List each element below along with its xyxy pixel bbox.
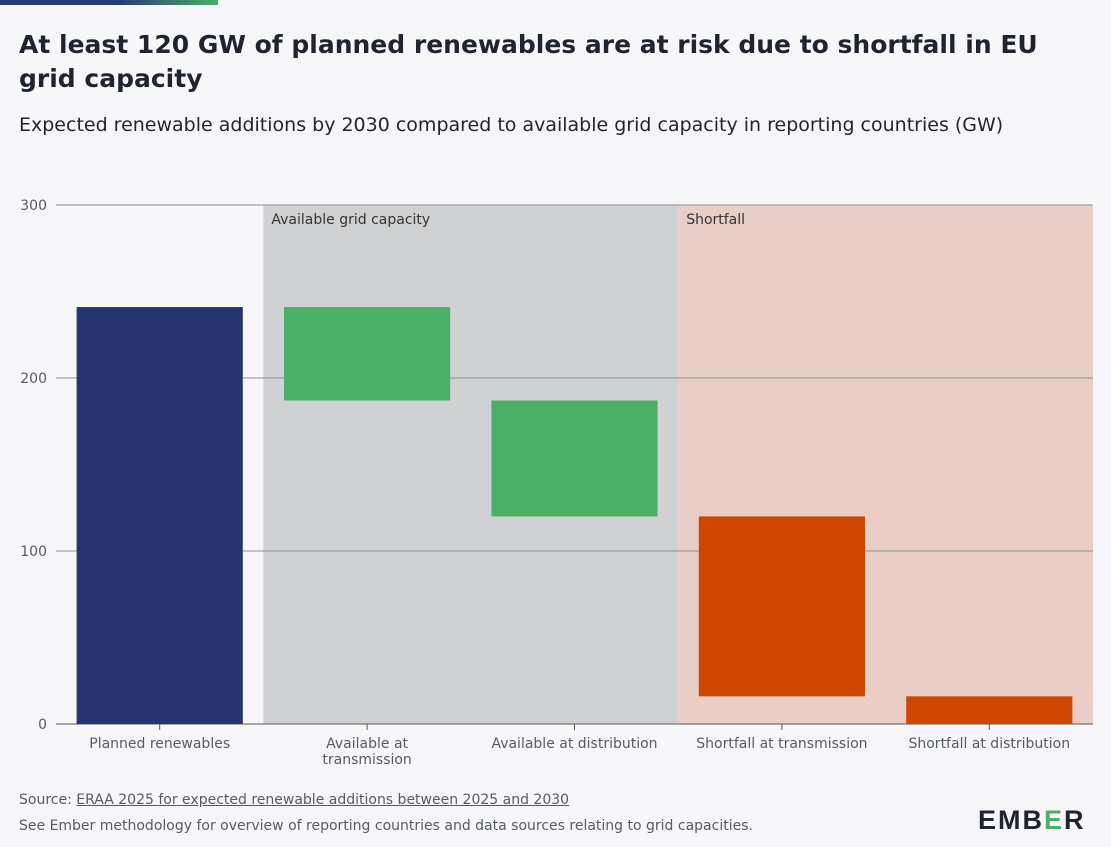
ember-logo: EMBER [978,805,1086,836]
y-tick-label-200: 200 [20,371,47,387]
x-tick-label-1: Available at transmission [322,736,411,768]
bar-2 [491,400,658,517]
logo-text-3: R [1064,805,1086,835]
y-tick-label-100: 100 [20,544,47,560]
source-line: Source: ERAA 2025 for expected renewable… [19,792,569,808]
top-accent-bar [0,0,218,5]
waterfall-chart: Available grid capacity Shortfall 0 100 200 3… [20,198,1093,768]
band-label-0: Available grid capacity [271,212,430,228]
bar-1 [284,307,451,401]
y-tick-label-0: 0 [38,717,47,733]
bar-0 [76,307,243,724]
logo-text-1: EMB [978,805,1044,835]
bar-3 [698,516,865,697]
band-label-1: Shortfall [686,212,745,228]
x-tick-label-0: Planned renewables [89,736,230,752]
source-link[interactable]: ERAA 2025 for expected renewable additio… [76,792,570,808]
methodology-note: See Ember methodology for overview of re… [19,818,753,834]
logo-text-2: E [1044,805,1065,835]
x-tick-label-3: Shortfall at transmission [696,736,867,752]
chart-subtitle: Expected renewable additions by 2030 com… [19,114,1004,136]
y-tick-label-300: 300 [20,198,47,214]
source-prefix: Source: [19,792,77,808]
chart-title: At least 120 GW of planned renewables ar… [19,30,1038,93]
bar-4 [906,696,1073,724]
x-tick-label-4: Shortfall at distribution [908,736,1070,752]
x-tick-label-2: Available at distribution [491,736,657,752]
